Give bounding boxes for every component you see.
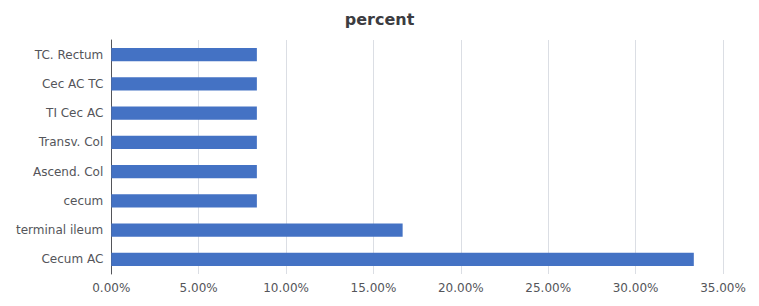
svg-text:terminal ileum: terminal ileum [16, 223, 103, 237]
svg-text:5.00%: 5.00% [180, 281, 218, 295]
svg-text:Ascend. Col: Ascend. Col [33, 165, 103, 179]
svg-text:Cec AC TC: Cec AC TC [42, 77, 103, 91]
svg-text:TI Cec AC: TI Cec AC [45, 106, 103, 120]
svg-text:Transv. Col: Transv. Col [38, 135, 104, 149]
svg-text:15.00%: 15.00% [351, 281, 397, 295]
svg-text:TC. Rectum: TC. Rectum [34, 48, 103, 62]
svg-text:30.00%: 30.00% [613, 281, 659, 295]
svg-text:cecum: cecum [63, 194, 103, 208]
svg-text:Cecum AC: Cecum AC [41, 252, 103, 266]
svg-text:25.00%: 25.00% [525, 281, 571, 295]
svg-text:20.00%: 20.00% [438, 281, 484, 295]
svg-text:0.00%: 0.00% [92, 281, 130, 295]
svg-text:35.00%: 35.00% [700, 281, 746, 295]
svg-text:percent: percent [345, 10, 415, 29]
svg-text:10.00%: 10.00% [263, 281, 309, 295]
